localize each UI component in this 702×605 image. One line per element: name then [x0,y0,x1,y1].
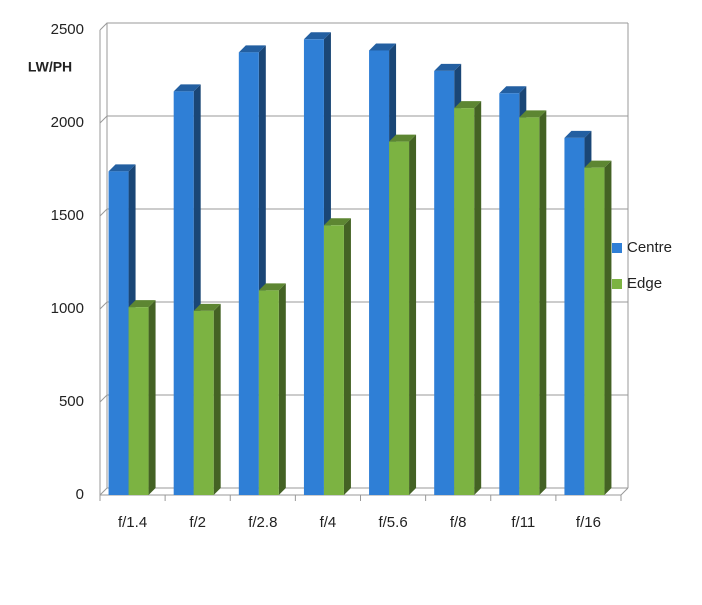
bar-face [173,84,201,92]
bar-face [278,283,286,495]
legend-swatch [612,243,622,253]
bar-face [128,307,149,495]
bar [584,160,612,495]
x-tick-label: f/16 [576,514,601,531]
bar-face [173,91,194,495]
bar-face [604,160,612,495]
bar-face [474,101,482,496]
x-tick-label: f/8 [450,514,467,531]
bar-face [128,300,156,308]
y-tick-label: 500 [59,393,84,410]
bar [454,101,482,496]
bar-face [434,63,462,71]
bar-face [584,160,612,168]
bar-face [564,130,592,138]
bar [323,218,351,496]
bar-face [258,283,286,291]
y-tick-label: 2000 [51,114,84,131]
bar-face [323,218,351,226]
bar-face [343,218,351,496]
x-tick-label: f/2 [189,514,206,531]
y-axis-label: LW/PH [28,59,72,75]
bar-face [108,171,129,496]
x-tick-label: f/5.6 [378,514,407,531]
bar-face [238,52,259,495]
bar-face [519,110,547,118]
bar-face [148,300,156,495]
grid-line [99,22,628,31]
bar-face [539,110,547,496]
x-tick-label: f/1.4 [118,514,147,531]
bar-face [519,117,540,496]
bar-face [303,32,331,40]
bar-face [303,39,324,496]
bar-face [369,50,390,496]
x-tick-label: f/2.8 [248,514,277,531]
x-tick-label: f/11 [511,514,535,531]
bar [519,110,547,496]
bar-face [193,310,214,495]
bar-face [238,45,266,53]
bar-face [584,167,605,495]
bar [193,303,221,495]
bar-face [108,164,136,172]
bar-face [499,86,527,94]
bar-face [434,70,455,496]
bar-face [193,303,221,311]
bar-face [369,43,397,51]
bar-face [564,137,585,495]
bar-face [323,225,344,496]
bar-face [258,290,279,495]
bar-face [499,93,520,496]
bar-face [389,141,410,495]
bar-face [389,134,417,142]
bar [389,134,417,495]
y-tick-label: 2500 [51,21,84,38]
y-tick-label: 1500 [51,207,84,224]
bar-face [409,134,417,495]
legend-swatch [612,279,622,289]
bar [258,283,286,495]
y-tick-label: 0 [76,486,84,503]
legend-label: Centre [627,239,672,256]
bar [128,300,156,495]
legend-label: Edge [627,275,662,292]
bar-face [454,108,475,496]
bar-face [213,303,221,495]
bar-face [454,101,482,109]
y-tick-label: 1000 [51,300,84,317]
x-tick-label: f/4 [320,514,337,531]
